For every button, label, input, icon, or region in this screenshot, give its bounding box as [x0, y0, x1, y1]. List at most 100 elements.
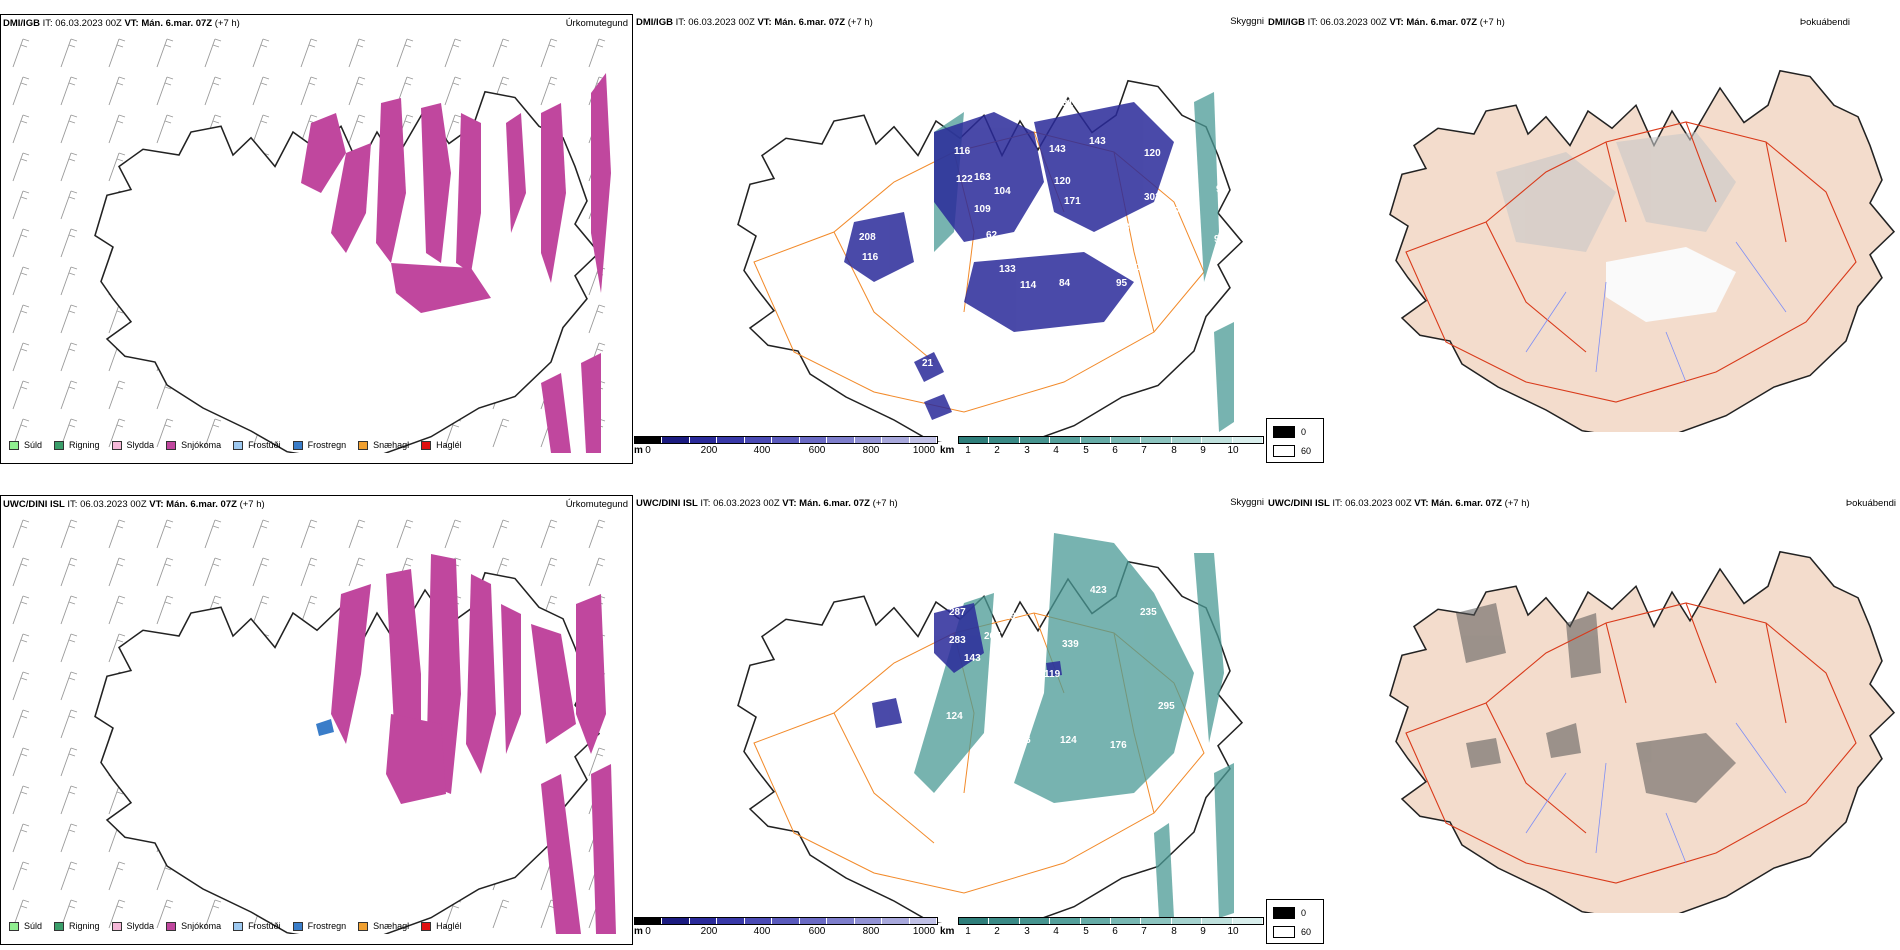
tick-label: 9: [1200, 926, 1206, 937]
ceiling-label: 116: [954, 146, 971, 157]
visibility-map-top: 314 143 143 120 116 122 163 104 120 109 …: [737, 79, 1243, 442]
ceiling-label: 124: [946, 711, 963, 722]
colorbar-cells: [958, 917, 1264, 925]
precip-type-legend: Súld Rigning Slydda Snjókoma Frostúði Fr…: [9, 921, 474, 931]
fog-map-top: [1389, 69, 1895, 432]
tick-label: 2: [994, 445, 1000, 456]
visibility-unit: km: [940, 926, 955, 937]
colorbar-cells: [958, 436, 1264, 444]
tick-label: 3: [1024, 445, 1030, 456]
ceiling-label: 203: [854, 705, 871, 716]
ceiling-label: 119: [1044, 669, 1061, 680]
fog-legend: 0 60: [1266, 418, 1324, 463]
legend-item: Rigning: [54, 921, 100, 931]
ceiling-label: 62: [986, 230, 998, 241]
fog-map-bottom: [1389, 550, 1895, 913]
freezing-rain-area: [316, 719, 334, 736]
precip-map-bottom: [1, 514, 632, 934]
glacier-clear-area: [1606, 247, 1736, 322]
ceiling-label: 104: [994, 186, 1011, 197]
tick-label: 8: [1171, 445, 1177, 456]
ceiling-label: 51: [1226, 86, 1238, 97]
road-network: [1405, 121, 1857, 403]
legend-item: Frostúði: [233, 440, 281, 450]
legend-item: Snæhagl: [358, 921, 409, 931]
ceiling-label: 97: [1216, 184, 1228, 195]
ceiling-label: 302: [1144, 192, 1161, 203]
precip-map-top: [1, 33, 632, 453]
fog-areas: [1456, 603, 1736, 803]
tick-label: 1: [965, 445, 971, 456]
tick-label: 600: [808, 445, 826, 456]
snowfall-areas: [331, 554, 616, 934]
ceiling-unit: m: [634, 926, 643, 937]
low-ceiling-areas: [844, 102, 1174, 420]
panel-header: UWC/DINI ISL IT: 06.03.2023 00Z VT: Mán.…: [1268, 498, 1530, 509]
tick-label: 4: [1053, 445, 1059, 456]
visibility-unit: km: [940, 445, 955, 456]
legend-item: Slydda: [111, 921, 154, 931]
ceiling-label: 305: [1124, 222, 1141, 233]
low-ceiling-areas: [872, 603, 1062, 728]
precip-type-legend: Súld Rigning Slydda Snjókoma Frostúði Fr…: [9, 440, 474, 450]
tick-label: 200: [700, 445, 718, 456]
ceiling-label: 208: [859, 232, 876, 243]
ceiling-label: 115: [830, 274, 847, 285]
legend-item: Haglél: [421, 440, 462, 450]
ceiling-label: 143: [1089, 136, 1106, 147]
ceiling-label: 229: [999, 611, 1016, 622]
fog-panel-bottom: UWC/DINI ISL IT: 06.03.2023 00Z VT: Mán.…: [1266, 495, 1900, 945]
panel-header: DMI/IGB IT: 06.03.2023 00Z VT: Mán. 6.ma…: [1268, 17, 1505, 28]
tick-label: 1000: [912, 445, 936, 456]
ceiling-label: 109: [974, 204, 991, 215]
tick-label: 6: [1112, 445, 1118, 456]
ceiling-label: 124: [1060, 735, 1077, 746]
ceiling-label: 267: [984, 631, 1001, 642]
tick-label: 400: [753, 926, 771, 937]
ceiling-colorbar: 0 200 400 600 800 1000: [634, 436, 938, 458]
ceiling-value-labels: 314 143 143 120 116 122 163 104 120 109 …: [830, 86, 1238, 369]
ceiling-label: 339: [1062, 639, 1079, 650]
legend-item: Súld: [9, 440, 42, 450]
colorbar-ticks: 0 200 400 600 800 1000: [634, 444, 938, 458]
tick-label: 6: [1112, 926, 1118, 937]
ceiling-label: 124: [949, 254, 966, 265]
legend-item: Snæhagl: [358, 440, 409, 450]
legend-item: Slydda: [111, 440, 154, 450]
ceiling-label: 133: [999, 264, 1016, 275]
colorbar-cells: [634, 436, 938, 444]
ceiling-label: 107: [1164, 206, 1181, 217]
legend-item: Rigning: [54, 440, 100, 450]
tick-label: 3: [1024, 926, 1030, 937]
ceiling-label: 95: [1116, 278, 1128, 289]
tick-label: 5: [1083, 926, 1089, 937]
colorbar-cells: [634, 917, 938, 925]
variable-title: Þokuábendi: [1845, 498, 1896, 509]
ceiling-label: 84: [1059, 278, 1071, 289]
visibility-panel-top: DMI/IGB IT: 06.03.2023 00Z VT: Mán. 6.ma…: [634, 14, 1266, 464]
visibility-panel-bottom: UWC/DINI ISL IT: 06.03.2023 00Z VT: Mán.…: [634, 495, 1266, 945]
tick-label: 200: [700, 926, 718, 937]
ceiling-label: 120: [1009, 232, 1026, 243]
legend-item: Frostregn: [292, 921, 346, 931]
legend-item: Frostregn: [292, 440, 346, 450]
precip-type-panel-top: DMI/IGB IT: 06.03.2023 00Z VT: Mán. 6.ma…: [0, 14, 633, 464]
legend-item: Haglél: [421, 921, 462, 931]
colorbar-ticks: 0 200 400 600 800 1000: [634, 925, 938, 939]
ceiling-label: 120: [1144, 148, 1161, 159]
fog-legend-label: 0: [1301, 427, 1307, 437]
tick-label: 1000: [912, 926, 936, 937]
ceiling-label: 171: [1064, 196, 1081, 207]
panel-header: UWC/DINI ISL IT: 06.03.2023 00Z VT: Mán.…: [3, 499, 265, 510]
colorbar-ticks: 1 2 3 4 5 6 7 8 9 10: [958, 444, 1264, 458]
variable-title: Skyggni: [1230, 497, 1264, 508]
ceiling-label: 423: [1090, 585, 1107, 596]
visibility-colorbar: 1 2 3 4 5 6 7 8 9 10: [958, 917, 1264, 939]
tick-label: 10: [1227, 926, 1239, 937]
variable-title: Skyggni: [1230, 16, 1264, 27]
ceiling-label: 120: [1054, 176, 1071, 187]
tick-label: 600: [808, 926, 826, 937]
ceiling-label: 176: [1110, 740, 1127, 751]
road-network: [1405, 602, 1857, 884]
ceiling-unit: m: [634, 445, 643, 456]
